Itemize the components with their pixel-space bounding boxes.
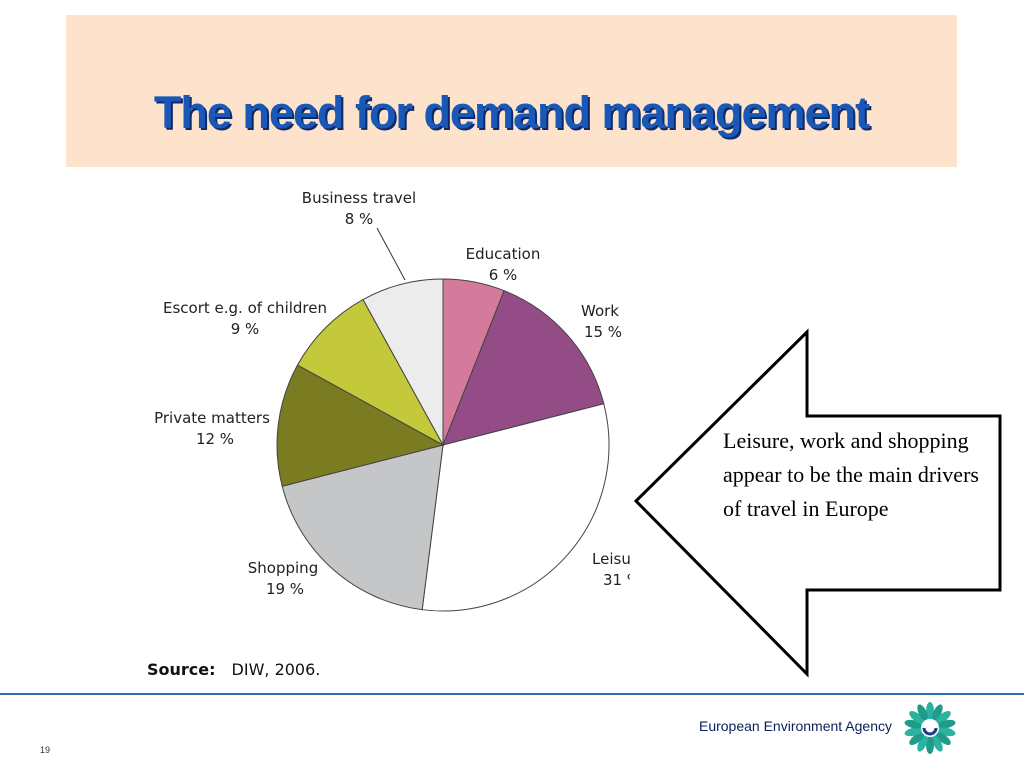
pie-slice-private-matters: [276, 364, 445, 487]
label-education-value: 6 %: [489, 266, 518, 284]
label-private-matters: Private matters 12 %: [154, 409, 270, 448]
label-work: Work 15 %: [581, 302, 622, 341]
label-education: Education 6 %: [466, 245, 541, 284]
label-education-name: Education: [466, 245, 541, 263]
label-business-travel-value: 8 %: [345, 210, 374, 228]
logo-petal: [917, 735, 928, 752]
label-leisure-value: 31 %: [603, 571, 630, 589]
pie-slice-business-travel: [362, 278, 444, 446]
label-business-travel: Business travel 8 %: [302, 189, 416, 228]
label-shopping: Shopping 19 %: [248, 559, 318, 598]
label-shopping-value: 19 %: [266, 580, 304, 598]
label-business-travel-name: Business travel: [302, 189, 416, 207]
label-shopping-name: Shopping: [248, 559, 318, 577]
pie-slice-shopping: [281, 444, 444, 611]
logo-petal: [917, 704, 928, 721]
logo-petal: [926, 736, 934, 754]
logo-petal: [935, 732, 951, 746]
left-arrow-callout: [633, 328, 1002, 678]
source-text: DIW, 2006.: [231, 660, 321, 679]
title-banner: The need for demand management: [66, 15, 957, 167]
logo-petal: [909, 732, 925, 746]
business-travel-leader-line: [376, 227, 406, 281]
pie-chart: Business travel 8 % Education 6 % Work 15 %…: [154, 189, 630, 612]
pie-slice-escort-e-g-of-children: [296, 298, 445, 447]
page-number: 19: [40, 745, 51, 755]
label-escort-value: 9 %: [231, 320, 260, 338]
pie-slice-leisure: [421, 403, 610, 612]
callout-text: Leisure, work and shopping appear to be …: [723, 428, 979, 521]
logo-petal: [909, 710, 925, 724]
logo-petal: [937, 719, 956, 729]
label-private-matters-value: 12 %: [196, 430, 234, 448]
pie-slice-work: [442, 290, 605, 446]
logo-petal: [926, 702, 934, 720]
label-leisure: Leisure 31 %: [592, 550, 630, 589]
source-label: Source:: [147, 660, 216, 679]
footer-divider: [0, 693, 1024, 695]
label-work-value: 15 %: [584, 323, 622, 341]
eea-logo-icon: [904, 702, 956, 754]
logo-petal: [932, 704, 943, 721]
left-arrow-shape: [633, 328, 1002, 678]
logo-petal: [932, 735, 943, 752]
slide-title: The need for demand management: [153, 87, 870, 138]
source-note: Source: DIW, 2006.: [147, 660, 320, 679]
footer-agency-name: European Environment Agency: [698, 718, 892, 734]
label-escort: Escort e.g. of children 9 %: [163, 299, 327, 338]
logo-petal: [935, 710, 951, 724]
label-leisure-name: Leisure: [592, 550, 630, 568]
logo-petal: [904, 727, 923, 737]
label-private-matters-name: Private matters: [154, 409, 270, 427]
label-work-name: Work: [581, 302, 619, 320]
label-escort-name: Escort e.g. of children: [163, 299, 327, 317]
